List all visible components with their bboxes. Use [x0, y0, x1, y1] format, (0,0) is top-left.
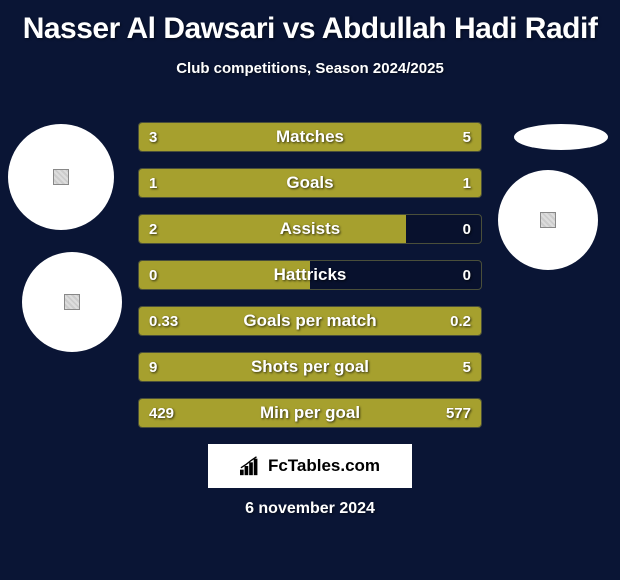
image-placeholder-icon	[53, 169, 69, 185]
image-placeholder-icon	[64, 294, 80, 310]
stat-value-left: 0.33	[149, 307, 178, 335]
player1-team-logo	[22, 252, 122, 352]
stat-value-left: 3	[149, 123, 157, 151]
stat-value-left: 9	[149, 353, 157, 381]
stat-row: 95Shots per goal	[138, 352, 482, 382]
stat-bar-left	[139, 353, 358, 381]
stat-value-left: 0	[149, 261, 157, 289]
date-label: 6 november 2024	[0, 500, 620, 518]
stat-row: 35Matches	[138, 122, 482, 152]
stat-bar-left	[139, 215, 406, 243]
stat-bar-left	[139, 123, 267, 151]
stat-value-left: 429	[149, 399, 174, 427]
stat-bar-right	[310, 169, 481, 197]
stat-value-right: 5	[463, 123, 471, 151]
site-logo: FcTables.com	[208, 444, 412, 488]
logo-text: FcTables.com	[268, 456, 380, 476]
stat-row: 00Hattricks	[138, 260, 482, 290]
stat-bar-right	[267, 123, 481, 151]
stat-value-right: 1	[463, 169, 471, 197]
stat-row: 11Goals	[138, 168, 482, 198]
chart-icon	[240, 456, 262, 476]
stat-bar-left	[139, 169, 310, 197]
stat-value-right: 5	[463, 353, 471, 381]
player2-team-logo	[498, 170, 598, 270]
stat-row: 429577Min per goal	[138, 398, 482, 428]
player2-avatar	[514, 124, 608, 150]
stat-value-left: 2	[149, 215, 157, 243]
stat-value-right: 0	[463, 215, 471, 243]
stat-value-right: 0.2	[450, 307, 471, 335]
player1-avatar	[8, 124, 114, 230]
stat-bar-left	[139, 261, 310, 289]
page-subtitle: Club competitions, Season 2024/2025	[0, 60, 620, 77]
stat-value-left: 1	[149, 169, 157, 197]
stat-value-right: 0	[463, 261, 471, 289]
image-placeholder-icon	[540, 212, 556, 228]
stats-bars: 35Matches11Goals20Assists00Hattricks0.33…	[138, 122, 482, 444]
stat-row: 0.330.2Goals per match	[138, 306, 482, 336]
page-title: Nasser Al Dawsari vs Abdullah Hadi Radif	[0, 0, 620, 46]
stat-value-right: 577	[446, 399, 471, 427]
stat-row: 20Assists	[138, 214, 482, 244]
